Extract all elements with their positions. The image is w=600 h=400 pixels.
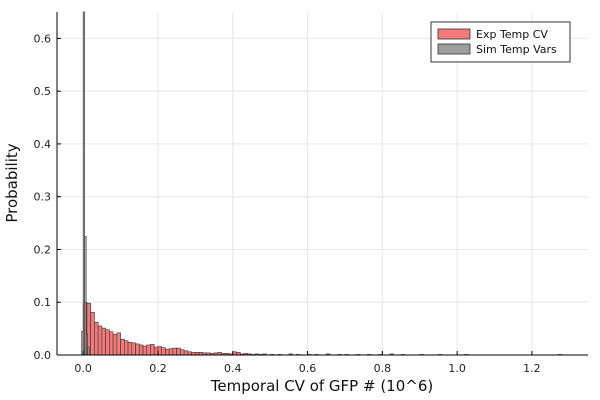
bar-exp-temp-cv-21 (161, 347, 166, 356)
histogram-bars (81, 11, 563, 356)
bar-exp-temp-cv-10 (120, 338, 125, 356)
bar-exp-temp-cv-3 (94, 321, 99, 356)
bar-exp-temp-cv-27 (183, 350, 189, 356)
x-tick-label-5: 1.0 (448, 362, 466, 375)
bar-exp-temp-cv-7 (109, 331, 114, 356)
y-tick-label-6: 0.6 (34, 32, 52, 45)
y-tick-label-3: 0.3 (34, 191, 52, 204)
bar-exp-temp-cv-15 (138, 344, 144, 356)
legend-label-sim-temp-vars: Sim Temp Vars (476, 43, 557, 56)
bar-exp-temp-cv-5 (101, 327, 106, 356)
y-tick-label-0: 0.0 (34, 349, 52, 362)
bar-exp-temp-cv-4 (97, 325, 103, 356)
bar-exp-temp-cv-20 (157, 346, 163, 356)
bar-exp-temp-cv-11 (124, 340, 129, 356)
bar-exp-temp-cv-26 (180, 349, 185, 356)
bar-exp-temp-cv-22 (165, 348, 170, 356)
y-tick-label-2: 0.2 (34, 243, 52, 256)
x-axis-title: Temporal CV of GFP # (10^6) (210, 377, 433, 395)
tick-labels: 0.0 0.2 0.4 0.6 0.8 1.0 1.2 0.0 0.1 0.2 0.3 0.4 0.5 0… (34, 32, 541, 375)
bar-exp-temp-cv-14 (135, 343, 140, 356)
bar-sim-temp-vars-4 (87, 346, 90, 356)
bar-exp-temp-cv-6 (105, 329, 110, 356)
bar-exp-temp-cv-2 (90, 311, 95, 356)
legend-swatch-sim-temp-vars (437, 43, 471, 55)
y-tick-label-4: 0.4 (34, 138, 52, 151)
bar-exp-temp-cv-23 (168, 348, 174, 356)
legend-label-exp-temp-cv: Exp Temp CV (476, 28, 548, 41)
bar-exp-temp-cv-17 (146, 344, 151, 356)
bar-exp-temp-cv-12 (127, 342, 133, 356)
bar-exp-temp-cv-19 (153, 346, 159, 356)
x-tick-label-4: 0.8 (374, 362, 392, 375)
legend: Exp Temp CV Sim Temp Vars (430, 21, 571, 63)
x-tick-label-0: 0.0 (74, 362, 92, 375)
y-tick-label-5: 0.5 (34, 85, 52, 98)
bar-exp-temp-cv-9 (116, 332, 121, 356)
x-tick-label-6: 1.2 (523, 362, 541, 375)
y-axis-title: Probability (3, 143, 21, 222)
plot-axes (56, 12, 588, 356)
bar-exp-temp-cv-13 (131, 342, 136, 356)
legend-swatch-exp-temp-cv (437, 28, 471, 40)
bar-exp-temp-cv-24 (172, 347, 177, 356)
y-tick-label-1: 0.1 (34, 296, 52, 309)
bar-exp-temp-cv-25 (176, 347, 181, 356)
bar-exp-temp-cv-8 (112, 334, 118, 356)
grid-lines (57, 12, 588, 356)
x-tick-label-2: 0.4 (224, 362, 242, 375)
x-tick-label-3: 0.6 (299, 362, 317, 375)
x-tick-label-1: 0.2 (149, 362, 167, 375)
bar-exp-temp-cv-16 (142, 345, 148, 356)
bar-exp-temp-cv-18 (150, 344, 155, 356)
